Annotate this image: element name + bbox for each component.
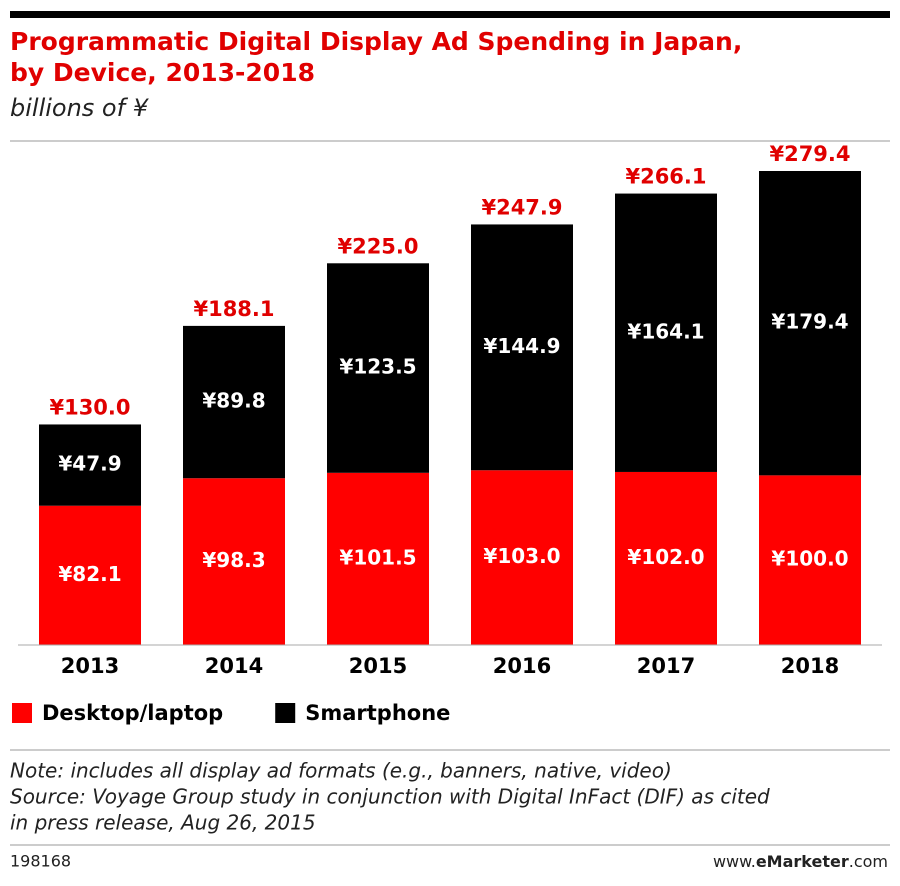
legend-swatch <box>275 703 296 723</box>
value-label: ¥179.4 <box>771 310 848 334</box>
site: www.eMarketer.com <box>713 852 888 871</box>
total-label: ¥225.0 <box>337 234 418 258</box>
chart-title: Programmatic Digital Display Ad Spending… <box>10 27 742 56</box>
site-part: www. <box>713 852 756 871</box>
value-label: ¥123.5 <box>339 355 416 379</box>
note: Source: Voyage Group study in conjunctio… <box>10 785 770 809</box>
total-label: ¥266.1 <box>625 165 706 189</box>
bar-segment <box>327 263 429 473</box>
x-tick-label: 2014 <box>205 654 263 678</box>
site-part: eMarketer <box>756 852 849 871</box>
bar-segment <box>615 193 717 472</box>
site-part: .com <box>849 852 888 871</box>
value-label: ¥100.0 <box>771 547 848 571</box>
x-tick-label: 2016 <box>493 654 551 678</box>
legend-swatch <box>12 703 32 723</box>
value-label: ¥102.0 <box>627 545 704 569</box>
bar-segment <box>759 475 861 645</box>
value-label: ¥103.0 <box>483 544 560 568</box>
value-label: ¥164.1 <box>627 319 704 343</box>
value-label: ¥82.1 <box>58 562 121 586</box>
bar-segment <box>39 424 141 506</box>
value-label: ¥101.5 <box>339 545 416 569</box>
legend-label: Desktop/laptop <box>42 701 223 725</box>
chart-title: by Device, 2013-2018 <box>10 58 315 87</box>
total-label: ¥279.4 <box>769 142 850 166</box>
value-label: ¥144.9 <box>483 334 560 358</box>
chart-subtitle: billions of ¥ <box>10 94 150 122</box>
bar-segment <box>615 471 717 645</box>
x-tick-label: 2013 <box>61 654 119 678</box>
top-rule <box>10 11 890 18</box>
bar-segment <box>183 478 285 645</box>
x-tick-label: 2015 <box>349 654 407 678</box>
value-label: ¥89.8 <box>202 389 265 413</box>
chart-id: 198168 <box>10 852 71 871</box>
bar-segment <box>327 472 429 645</box>
total-label: ¥247.9 <box>481 195 562 219</box>
value-label: ¥47.9 <box>58 452 121 476</box>
legend-label: Smartphone <box>305 701 450 725</box>
x-tick-label: 2017 <box>637 654 695 678</box>
bar-segment <box>183 325 285 479</box>
note: Note: includes all display ad formats (e… <box>10 759 672 783</box>
value-label: ¥98.3 <box>202 548 265 572</box>
bar-segment <box>471 470 573 645</box>
total-label: ¥130.0 <box>49 395 130 419</box>
bar-segment <box>39 505 141 645</box>
note: in press release, Aug 26, 2015 <box>10 811 316 835</box>
x-tick-label: 2018 <box>781 654 839 678</box>
bar-segment <box>471 224 573 471</box>
total-label: ¥188.1 <box>193 297 274 321</box>
bar-segment <box>759 171 861 476</box>
